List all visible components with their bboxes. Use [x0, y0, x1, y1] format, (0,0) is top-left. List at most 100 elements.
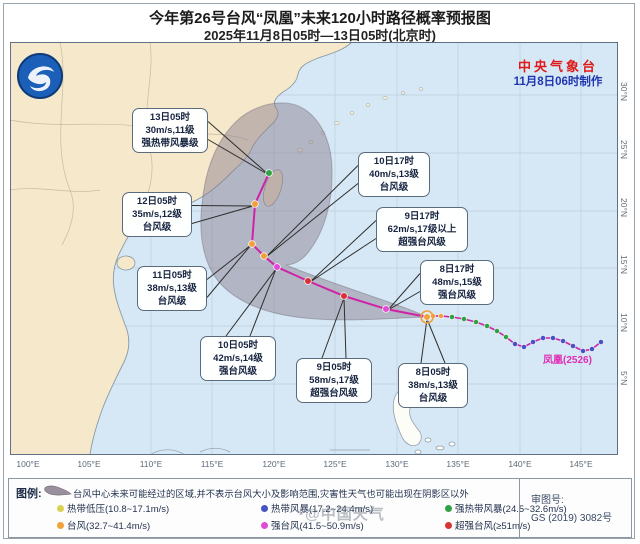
lon-tick-label: 100°E	[16, 459, 40, 469]
hainan-island	[116, 255, 136, 271]
callout-category: 超强台风级	[310, 388, 358, 399]
legend-item-label: 强热带风暴(24.5~32.6m/s)	[455, 504, 567, 515]
lon-tick-label: 135°E	[446, 459, 470, 469]
callout-wind: 48m/s,15级	[432, 277, 482, 288]
category-color-dot	[445, 505, 452, 512]
callout-category: 台风级	[157, 296, 187, 307]
lat-tick-label: 10°N	[619, 313, 629, 332]
lon-tick-label: 140°E	[508, 459, 532, 469]
callout-time: 8日05时	[415, 367, 451, 378]
history-point	[461, 316, 467, 322]
history-point	[560, 338, 566, 344]
legend-item: 热带低压(10.8~17.1m/s)	[57, 501, 169, 515]
lon-tick-label: 130°E	[385, 459, 409, 469]
legend-divider	[519, 479, 520, 537]
legend-item-label: 热带低压(10.8~17.1m/s)	[67, 504, 170, 515]
lat-tick-label: 30°N	[619, 82, 629, 101]
forecast-point	[304, 277, 312, 285]
china-weather-watermark: ◔@中国天气	[295, 503, 385, 524]
history-point	[438, 313, 444, 319]
forecast-callout: 12日05时 35m/s,12级 台风级	[122, 192, 192, 237]
cma-logo	[17, 53, 63, 99]
lat-tick-label: 5°N	[619, 371, 629, 386]
forecast-point	[382, 305, 390, 313]
lat-tick-label: 25°N	[619, 140, 629, 159]
callout-category: 强台风级	[218, 366, 257, 377]
callout-leader-lines	[191, 121, 446, 364]
callout-category: 强热带风暴级	[141, 138, 199, 149]
lon-tick-label: 105°E	[77, 459, 101, 469]
forecast-callout: 8日05时 38m/s,13级 台风级	[398, 363, 468, 408]
category-color-dot	[261, 522, 268, 529]
callout-time: 12日05时	[136, 196, 178, 207]
current-position-marker	[420, 310, 434, 324]
callout-wind: 38m/s,13级	[408, 380, 458, 391]
history-point	[598, 339, 604, 345]
callout-wind: 30m/s,11级	[145, 125, 195, 136]
callout-category: 台风级	[418, 393, 448, 404]
callout-time: 10日05时	[217, 340, 259, 351]
map-license-label: 审图号:	[531, 495, 564, 506]
history-point	[473, 319, 479, 325]
map-license-number: GS (2019) 3082号	[531, 513, 613, 524]
callout-wind: 38m/s,13级	[147, 283, 197, 294]
legend-item: 强热带风暴(24.5~32.6m/s)	[445, 501, 567, 515]
agency-label: 中央气象台	[517, 59, 598, 74]
callout-category: 强台风级	[437, 290, 476, 301]
legend-panel: 图例: 台风中心未来可能经过的区域,并不表示台风大小及影响范围,灾害性天气也可能…	[8, 478, 632, 538]
lon-tick-label: 110°E	[139, 459, 163, 469]
category-color-dot	[445, 522, 452, 529]
callout-wind: 62m/s,17级以上	[387, 224, 457, 235]
issued-time-label: 11月8日06时制作	[513, 76, 603, 88]
track-points	[248, 169, 604, 354]
lat-tick-label: 15°N	[619, 255, 629, 274]
history-point	[494, 328, 500, 334]
cone-legend-icon	[44, 485, 72, 496]
legend-title: 图例:	[16, 488, 42, 500]
lat-tick-label: 20°N	[619, 198, 629, 217]
probability-cone	[200, 102, 428, 321]
map-border	[10, 42, 618, 455]
forecast-callout: 11日05时 38m/s,13级 台风级	[137, 266, 207, 311]
legend-item-label: 超强台风(≥51m/s)	[455, 521, 531, 532]
forecast-callout: 9日17时 62m/s,17级以上 超强台风级	[376, 207, 468, 252]
history-point	[521, 344, 527, 350]
typhoon-name-label: 凤凰(2526)	[543, 355, 592, 366]
callout-time: 10日17时	[373, 156, 415, 167]
cone-note: 台风中心未来可能经过的区域,并不表示台风大小及影响范围,灾害性天气也可能出现在阴…	[73, 489, 469, 499]
history-point	[503, 334, 509, 340]
page-title: 今年第26号台风“凤凰”未来120小时路径概率预报图	[149, 10, 491, 27]
callout-wind: 35m/s,12级	[132, 209, 182, 220]
history-point	[580, 348, 586, 354]
outer-frame	[3, 3, 635, 539]
legend-item: 热带风暴(17.2~24.4m/s)	[261, 501, 373, 515]
callout-category: 台风级	[379, 182, 409, 193]
forecast-point	[340, 292, 348, 300]
forecast-callout: 9日05时 58m/s,17级 超强台风级	[296, 358, 372, 403]
forecast-callout: 10日05时 42m/s,14级 强台风级	[200, 336, 276, 381]
history-point	[540, 335, 546, 341]
category-color-dot	[57, 522, 64, 529]
history-point	[589, 346, 595, 352]
history-point	[550, 335, 556, 341]
category-color-dot	[261, 505, 268, 512]
lon-tick-label: 145°E	[569, 459, 593, 469]
callout-category: 超强台风级	[398, 237, 446, 248]
legend-item-label: 台风(32.7~41.4m/s)	[67, 521, 151, 532]
legend-item: 超强台风(≥51m/s)	[445, 518, 530, 532]
forecast-point	[248, 240, 256, 248]
forecast-callout: 10日17时 40m/s,13级 台风级	[358, 152, 430, 197]
callout-wind: 40m/s,13级	[369, 169, 419, 180]
lon-tick-label: 120°E	[262, 459, 286, 469]
callout-time: 9日05时	[316, 362, 352, 373]
watermark-text: @中国天气	[305, 506, 385, 523]
forecast-point	[265, 169, 273, 177]
legend-item-label: 强台风(41.5~50.9m/s)	[271, 521, 364, 532]
callout-time: 9日17时	[404, 211, 440, 222]
page-subtitle: 2025年11月8日05时—13日05时(北京时)	[204, 28, 436, 43]
history-point	[570, 343, 576, 349]
history-point	[449, 314, 455, 320]
legend-item: 强台风(41.5~50.9m/s)	[261, 518, 364, 532]
callout-wind: 42m/s,14级	[213, 353, 263, 364]
